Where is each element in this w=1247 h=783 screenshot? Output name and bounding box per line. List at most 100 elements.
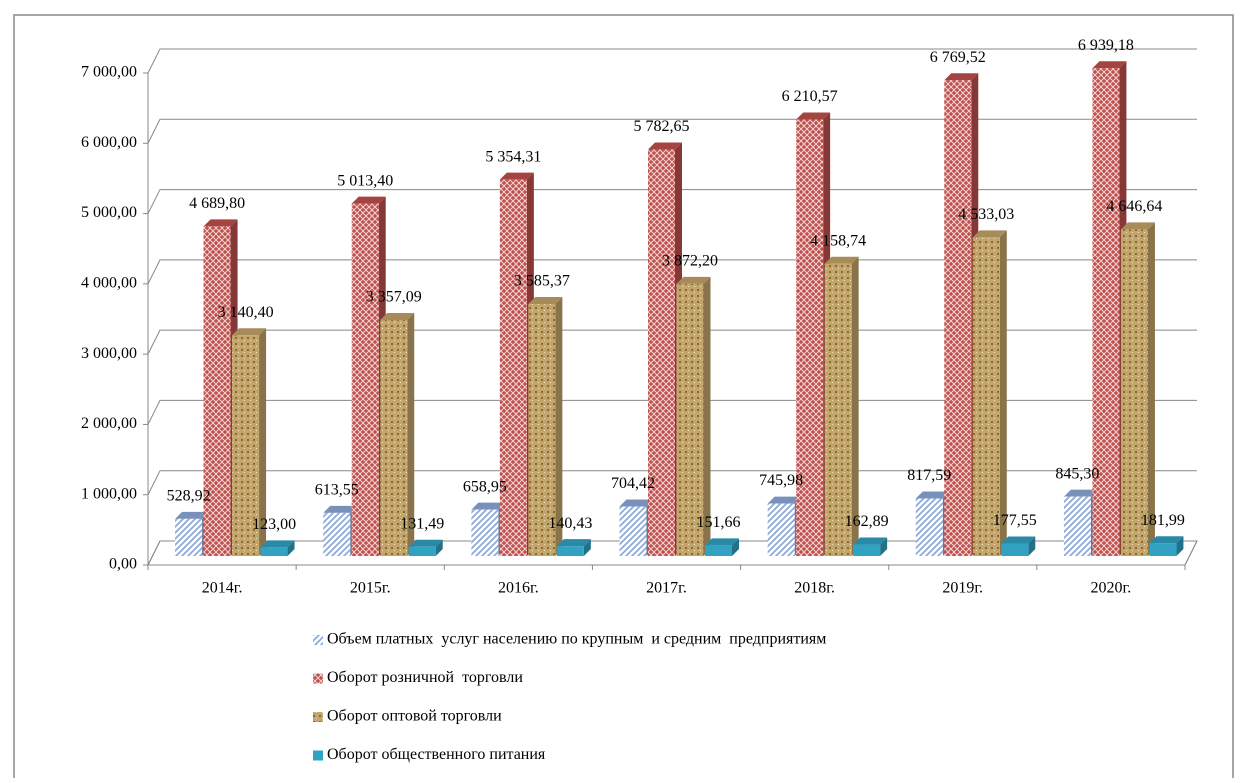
bar-side (407, 313, 415, 556)
legend-marker (313, 712, 323, 722)
bar (556, 546, 584, 556)
value-label: 6 769,52 (930, 49, 986, 66)
grid-line (147, 48, 1197, 74)
x-tick-label: 2019г. (942, 580, 983, 597)
bar (471, 509, 499, 556)
y-tick-label: 4 000,00 (81, 275, 137, 292)
value-label: 151,66 (697, 514, 741, 531)
bar-top (915, 491, 950, 499)
bar-side (1028, 536, 1036, 556)
bar-top (1149, 536, 1184, 544)
y-tick-label: 6 000,00 (81, 134, 137, 151)
bar-top (676, 276, 711, 284)
bar (705, 545, 732, 556)
x-axis-edge (1184, 540, 1198, 566)
value-label: 3 872,20 (662, 253, 718, 270)
bar-side (259, 328, 267, 556)
bar (380, 320, 408, 556)
bar (648, 149, 675, 556)
x-tick-label: 2014г. (202, 580, 243, 597)
bar (499, 179, 527, 556)
bar-top (499, 172, 534, 180)
bar (824, 263, 852, 556)
value-label: 131,49 (400, 515, 444, 532)
bar-top (260, 540, 295, 548)
bar (944, 80, 972, 556)
value-label: 745,98 (759, 472, 803, 489)
bar-side (1147, 222, 1155, 556)
bar-top (471, 502, 506, 510)
bar-top (1063, 489, 1098, 497)
bar (1120, 229, 1148, 556)
bar-side (435, 539, 443, 556)
value-label: 181,99 (1141, 512, 1185, 529)
bar (796, 119, 824, 556)
bar-top (1092, 61, 1127, 69)
bar-top (1001, 536, 1036, 544)
bar-top (853, 537, 888, 545)
x-tick-label: 2017г. (646, 580, 687, 597)
bar (853, 544, 881, 556)
value-label: 658,95 (463, 478, 507, 495)
value-label: 4 158,74 (810, 232, 866, 249)
y-tick-label: 7 000,00 (81, 64, 137, 81)
bar-top (528, 296, 563, 304)
value-label: 845,30 (1055, 465, 1099, 482)
bar (203, 226, 231, 556)
grid-line (147, 189, 1197, 214)
value-label: 4 646,64 (1106, 198, 1162, 215)
legend-label: Оборот оптовой торговли (327, 708, 502, 725)
grid-line (147, 118, 1197, 144)
bar-side (732, 538, 739, 556)
bar-top (232, 328, 267, 336)
bar-side (1176, 536, 1184, 556)
value-label: 817,59 (907, 467, 951, 484)
bar-top (203, 219, 238, 227)
bar-top (824, 256, 859, 264)
legend-label: Оборот розничной торговли (327, 669, 523, 686)
bar (619, 506, 647, 556)
bar-side (851, 256, 859, 556)
legend-marker (313, 673, 323, 684)
value-label: 5 782,65 (634, 118, 690, 135)
bar (260, 547, 288, 556)
x-tick-label: 2015г. (350, 580, 391, 597)
bar-top (796, 112, 831, 120)
bar-top (408, 539, 443, 547)
x-tick-label: 2020г. (1091, 580, 1132, 597)
bar (408, 546, 436, 556)
bar-top (767, 496, 802, 504)
legend-marker (313, 750, 323, 761)
bar (767, 503, 795, 556)
bar (1063, 496, 1091, 556)
bar-side (287, 540, 295, 556)
y-tick-label: 2 000,00 (81, 415, 137, 432)
bar-top (972, 230, 1007, 238)
x-tick-label: 2016г. (498, 580, 539, 597)
bar-top (323, 505, 358, 513)
chart-frame (13, 14, 1234, 783)
value-label: 4 689,80 (189, 195, 245, 212)
bar-side (555, 296, 563, 556)
bar (1092, 68, 1120, 556)
bar-top (351, 196, 386, 204)
bar-top (175, 511, 210, 519)
value-label: 3 585,37 (514, 273, 570, 290)
value-label: 4 533,03 (958, 206, 1014, 223)
bar (676, 283, 704, 556)
value-label: 528,92 (167, 487, 211, 504)
bar (351, 203, 379, 557)
value-label: 3 140,40 (218, 304, 274, 321)
bar (915, 498, 943, 556)
bar-top (648, 142, 682, 150)
value-label: 5 013,40 (337, 172, 393, 189)
value-label: 123,00 (252, 516, 296, 533)
legend-label: Объем платных услуг населению по крупным… (327, 631, 826, 648)
y-tick-label: 3 000,00 (81, 345, 137, 362)
bar-side (583, 539, 591, 556)
bar-side (999, 230, 1007, 556)
bar-top (705, 538, 739, 546)
y-tick-label: 5 000,00 (81, 204, 137, 221)
